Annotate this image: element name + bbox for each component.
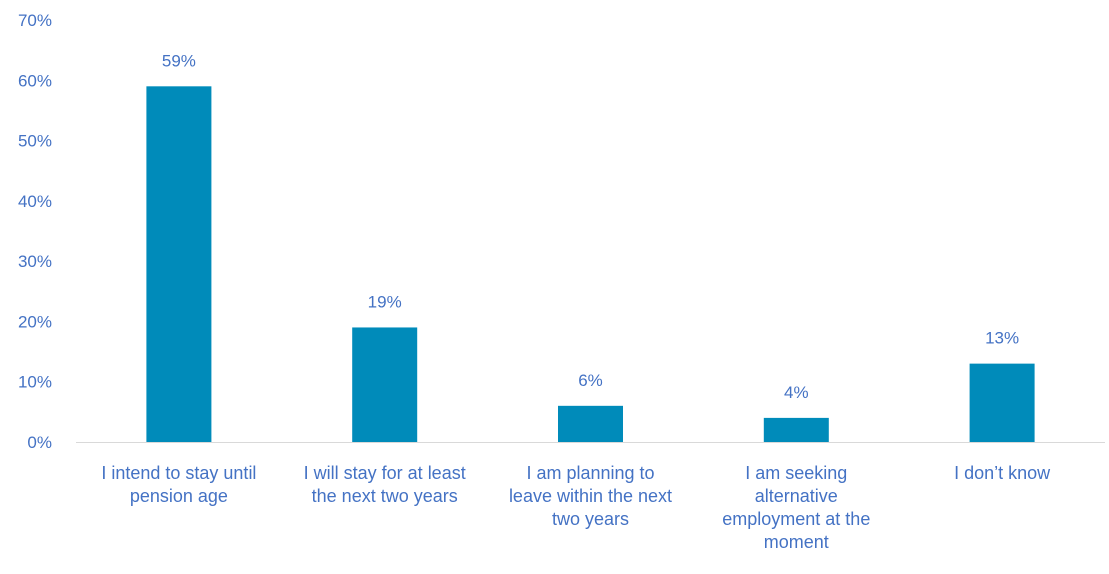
data-label: 59% <box>162 51 196 70</box>
y-tick-label: 40% <box>18 192 52 211</box>
category-label: I intend to stay until pension age <box>101 463 256 506</box>
bar <box>352 327 418 442</box>
y-tick-label: 70% <box>18 11 52 30</box>
category-label: I don’t know <box>954 463 1051 483</box>
category-label: I will stay for at least the next two yea… <box>304 463 466 506</box>
y-axis: 0% 10% 20% 30% 40% 50% 60% 70% <box>18 11 52 452</box>
x-axis: I intend to stay until pension age I will … <box>101 463 1051 552</box>
y-tick-label: 10% <box>18 373 52 392</box>
bars <box>146 86 1035 443</box>
y-tick-label: 0% <box>27 433 52 452</box>
bar <box>558 405 623 442</box>
data-label: 19% <box>368 292 402 311</box>
data-label: 13% <box>985 329 1019 348</box>
bar <box>146 86 212 443</box>
bar <box>763 417 829 442</box>
bar <box>969 363 1035 442</box>
category-label: I am seeking alternative employment at the… <box>722 463 870 552</box>
data-label: 4% <box>784 383 809 402</box>
y-tick-label: 30% <box>18 252 52 271</box>
data-label: 6% <box>578 371 603 390</box>
y-tick-label: 60% <box>18 71 52 90</box>
y-tick-label: 20% <box>18 312 52 331</box>
y-tick-label: 50% <box>18 132 52 151</box>
category-label: I am planning to leave within the next two… <box>509 463 672 529</box>
data-labels: 59% 19% 6% 4% 13% <box>162 51 1019 402</box>
